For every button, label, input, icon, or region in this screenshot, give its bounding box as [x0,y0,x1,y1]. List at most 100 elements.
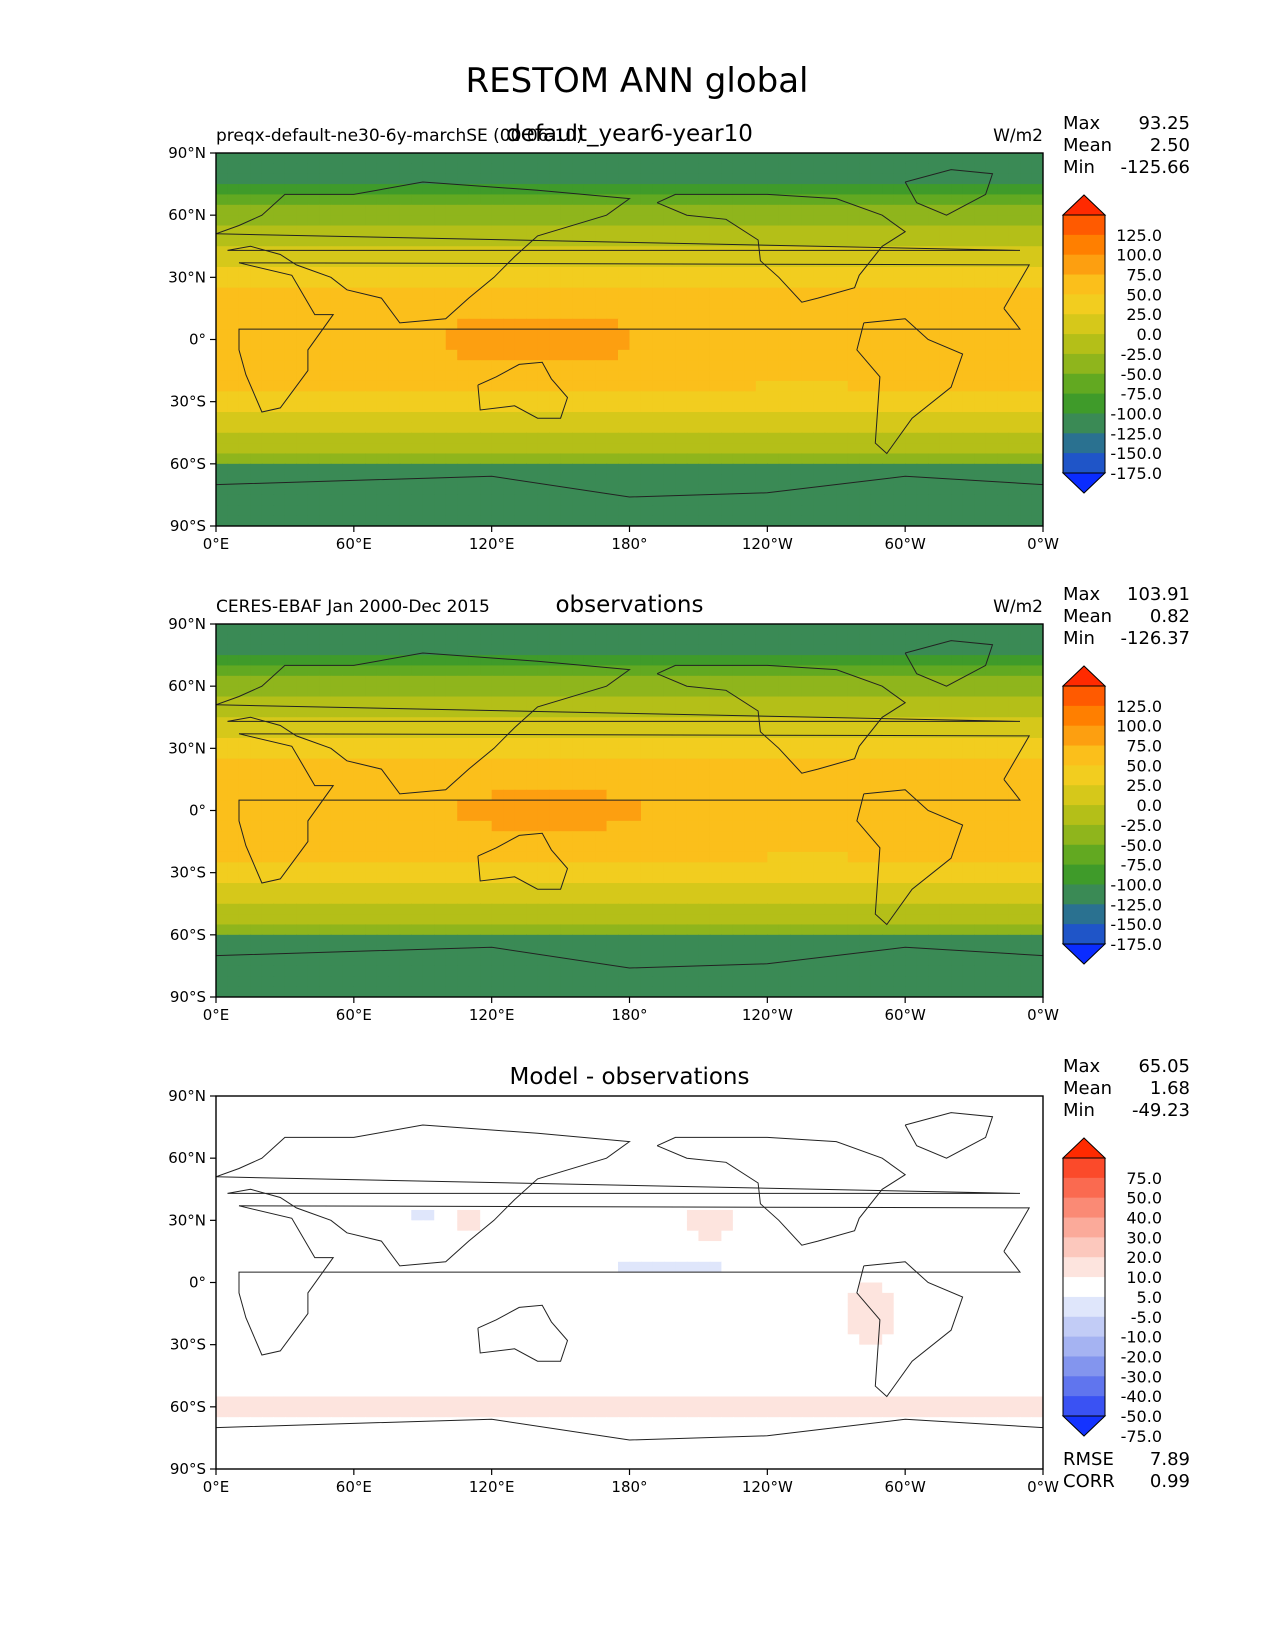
lat-tick-label: 30°N [168,739,206,757]
stat-label-max: Max [1063,584,1101,605]
colorbar-tick-label: 10.0 [1126,1268,1162,1287]
colorbar-bin [1063,1217,1105,1238]
lat-tick-label: 90°S [170,1460,206,1478]
colorbar-bin [1063,805,1105,826]
colorbar-extend-high [1061,665,1107,687]
colorbar-tick-label: -5.0 [1131,1308,1162,1327]
lat-tick-label: 60°S [170,926,206,944]
lat-tick-label: 60°N [168,1149,206,1167]
colorbar-tick-label: 100.0 [1116,717,1162,736]
colorbar-tick-label: -125.0 [1110,424,1162,443]
panel-units: W/m2 [993,597,1043,617]
colorbar-bin [1063,765,1105,786]
colorbar-bin [1063,1296,1105,1318]
panel-units: W/m2 [993,126,1043,146]
colorbar-bin [1063,824,1105,846]
lat-tick-label: 90°N [168,144,206,162]
colorbar-tick-label: 0.0 [1137,325,1162,344]
stat-value-min: -126.37 [1121,628,1190,649]
colorbar-bin [1063,413,1105,434]
stat-label-mean: Mean [1063,135,1112,156]
colorbar-bin [1063,1336,1105,1357]
map-panel-obs: 0°E 60°E 120°E 180° 120°W 60°W 0°W 90°N 60°N 30°N… [168,584,1190,1024]
colorbar-bin [1063,215,1105,236]
colorbar-bin [1063,924,1105,945]
coastlines [216,640,1043,969]
colorbar-tick-label: 20.0 [1126,1248,1162,1267]
colorbar-tick-label: -50.0 [1121,836,1162,855]
colorbar-bin [1063,1237,1105,1258]
colorbar-bin [1063,274,1105,295]
colorbar-bin [1063,433,1105,454]
lon-tick-label: 0°W [1027,535,1059,553]
colorbar-bin [1063,1356,1105,1377]
panel-center-title: observations [555,592,703,618]
colorbar-bin [1063,314,1105,335]
colorbar-bin [1063,234,1105,256]
colorbar-tick-label: 75.0 [1126,1169,1162,1188]
colorbar-bin [1063,686,1105,707]
stat-label-max: Max [1063,1056,1101,1077]
colorbar-bin [1063,904,1105,925]
panel-center-title: Model - observations [510,1064,750,1090]
figure-title: RESTOM ANN global [466,61,809,101]
colorbar-tick-label: -100.0 [1110,404,1162,423]
colorbar-tick-label: 25.0 [1126,776,1162,795]
colorbar-bin [1063,785,1105,806]
colorbar-tick-label: -25.0 [1121,345,1162,364]
lon-tick-label: 120°E [469,1478,515,1496]
colorbar-tick-label: -150.0 [1110,444,1162,463]
lat-tick-label: 0° [189,802,206,820]
colorbar-diff: 75.050.040.030.020.010.05.0-5.0-10.0-20.… [1061,1137,1162,1446]
colorbar-tick-label: -75.0 [1121,385,1162,404]
colorbar-bin [1063,884,1105,905]
colorbar-tick-label: -40.0 [1121,1387,1162,1406]
lon-tick-label: 0°E [203,535,230,553]
lon-tick-label: 120°W [742,1478,793,1496]
lon-tick-label: 0°E [203,1006,230,1024]
panel-left-label: preqx-default-ne30-6y-marchSE (00 06-10) [216,126,583,146]
lat-tick-label: 60°S [170,455,206,473]
colorbar-bin [1063,393,1105,414]
lon-tick-label: 180° [611,1478,647,1496]
lat-tick-label: 60°N [168,677,206,695]
colorbar-bin [1063,1177,1105,1199]
colorbar-tick-label: -75.0 [1121,856,1162,875]
lat-tick-label: 90°S [170,517,206,535]
colorbar-tick-label: 5.0 [1137,1288,1162,1307]
panels-group: 0°E 60°E 120°E 180° 120°W 60°W 0°W 90°N 60°N 30°N… [168,113,1190,1496]
colorbar-tick-label: -50.0 [1121,1407,1162,1426]
colorbar-bin [1063,1396,1105,1417]
stat-value-rmse: 7.89 [1150,1449,1190,1470]
colorbar-tick-label: 50.0 [1126,1189,1162,1208]
lat-tick-label: 90°N [168,1087,206,1105]
map-shading [216,153,1043,526]
colorbar-tick-label: -175.0 [1110,464,1162,483]
colorbar-bin [1063,725,1105,747]
stat-label-min: Min [1063,157,1095,178]
map-panel-diff: 0°E 60°E 120°E 180° 120°W 60°W 0°W 90°N 60°N 30°N… [168,1056,1190,1496]
lon-tick-label: 0°E [203,1478,230,1496]
stat-value-max: 103.91 [1127,584,1190,605]
map-shading [216,1096,1043,1469]
lat-tick-label: 30°S [170,864,206,882]
colorbar-bin [1063,1158,1105,1179]
colorbar-tick-label: 125.0 [1116,697,1162,716]
colorbar-tick-label: 50.0 [1126,756,1162,775]
lon-tick-label: 60°W [884,535,926,553]
stat-value-max: 65.05 [1138,1056,1190,1077]
colorbar-bin [1063,745,1105,766]
colorbar-tick-label: -25.0 [1121,816,1162,835]
lat-tick-label: 0° [189,331,206,349]
colorbar-tick-label: -75.0 [1121,1427,1162,1446]
colorbar-tick-label: 75.0 [1126,266,1162,285]
lon-tick-label: 120°W [742,1006,793,1024]
colorbar-bin [1063,1197,1105,1219]
lon-tick-label: 180° [611,1006,647,1024]
lon-tick-label: 60°E [336,535,372,553]
colorbar-bin [1063,1277,1105,1298]
stat-value-mean: 0.82 [1150,606,1190,627]
colorbar-extend-low [1061,943,1107,965]
lat-tick-label: 60°N [168,206,206,224]
